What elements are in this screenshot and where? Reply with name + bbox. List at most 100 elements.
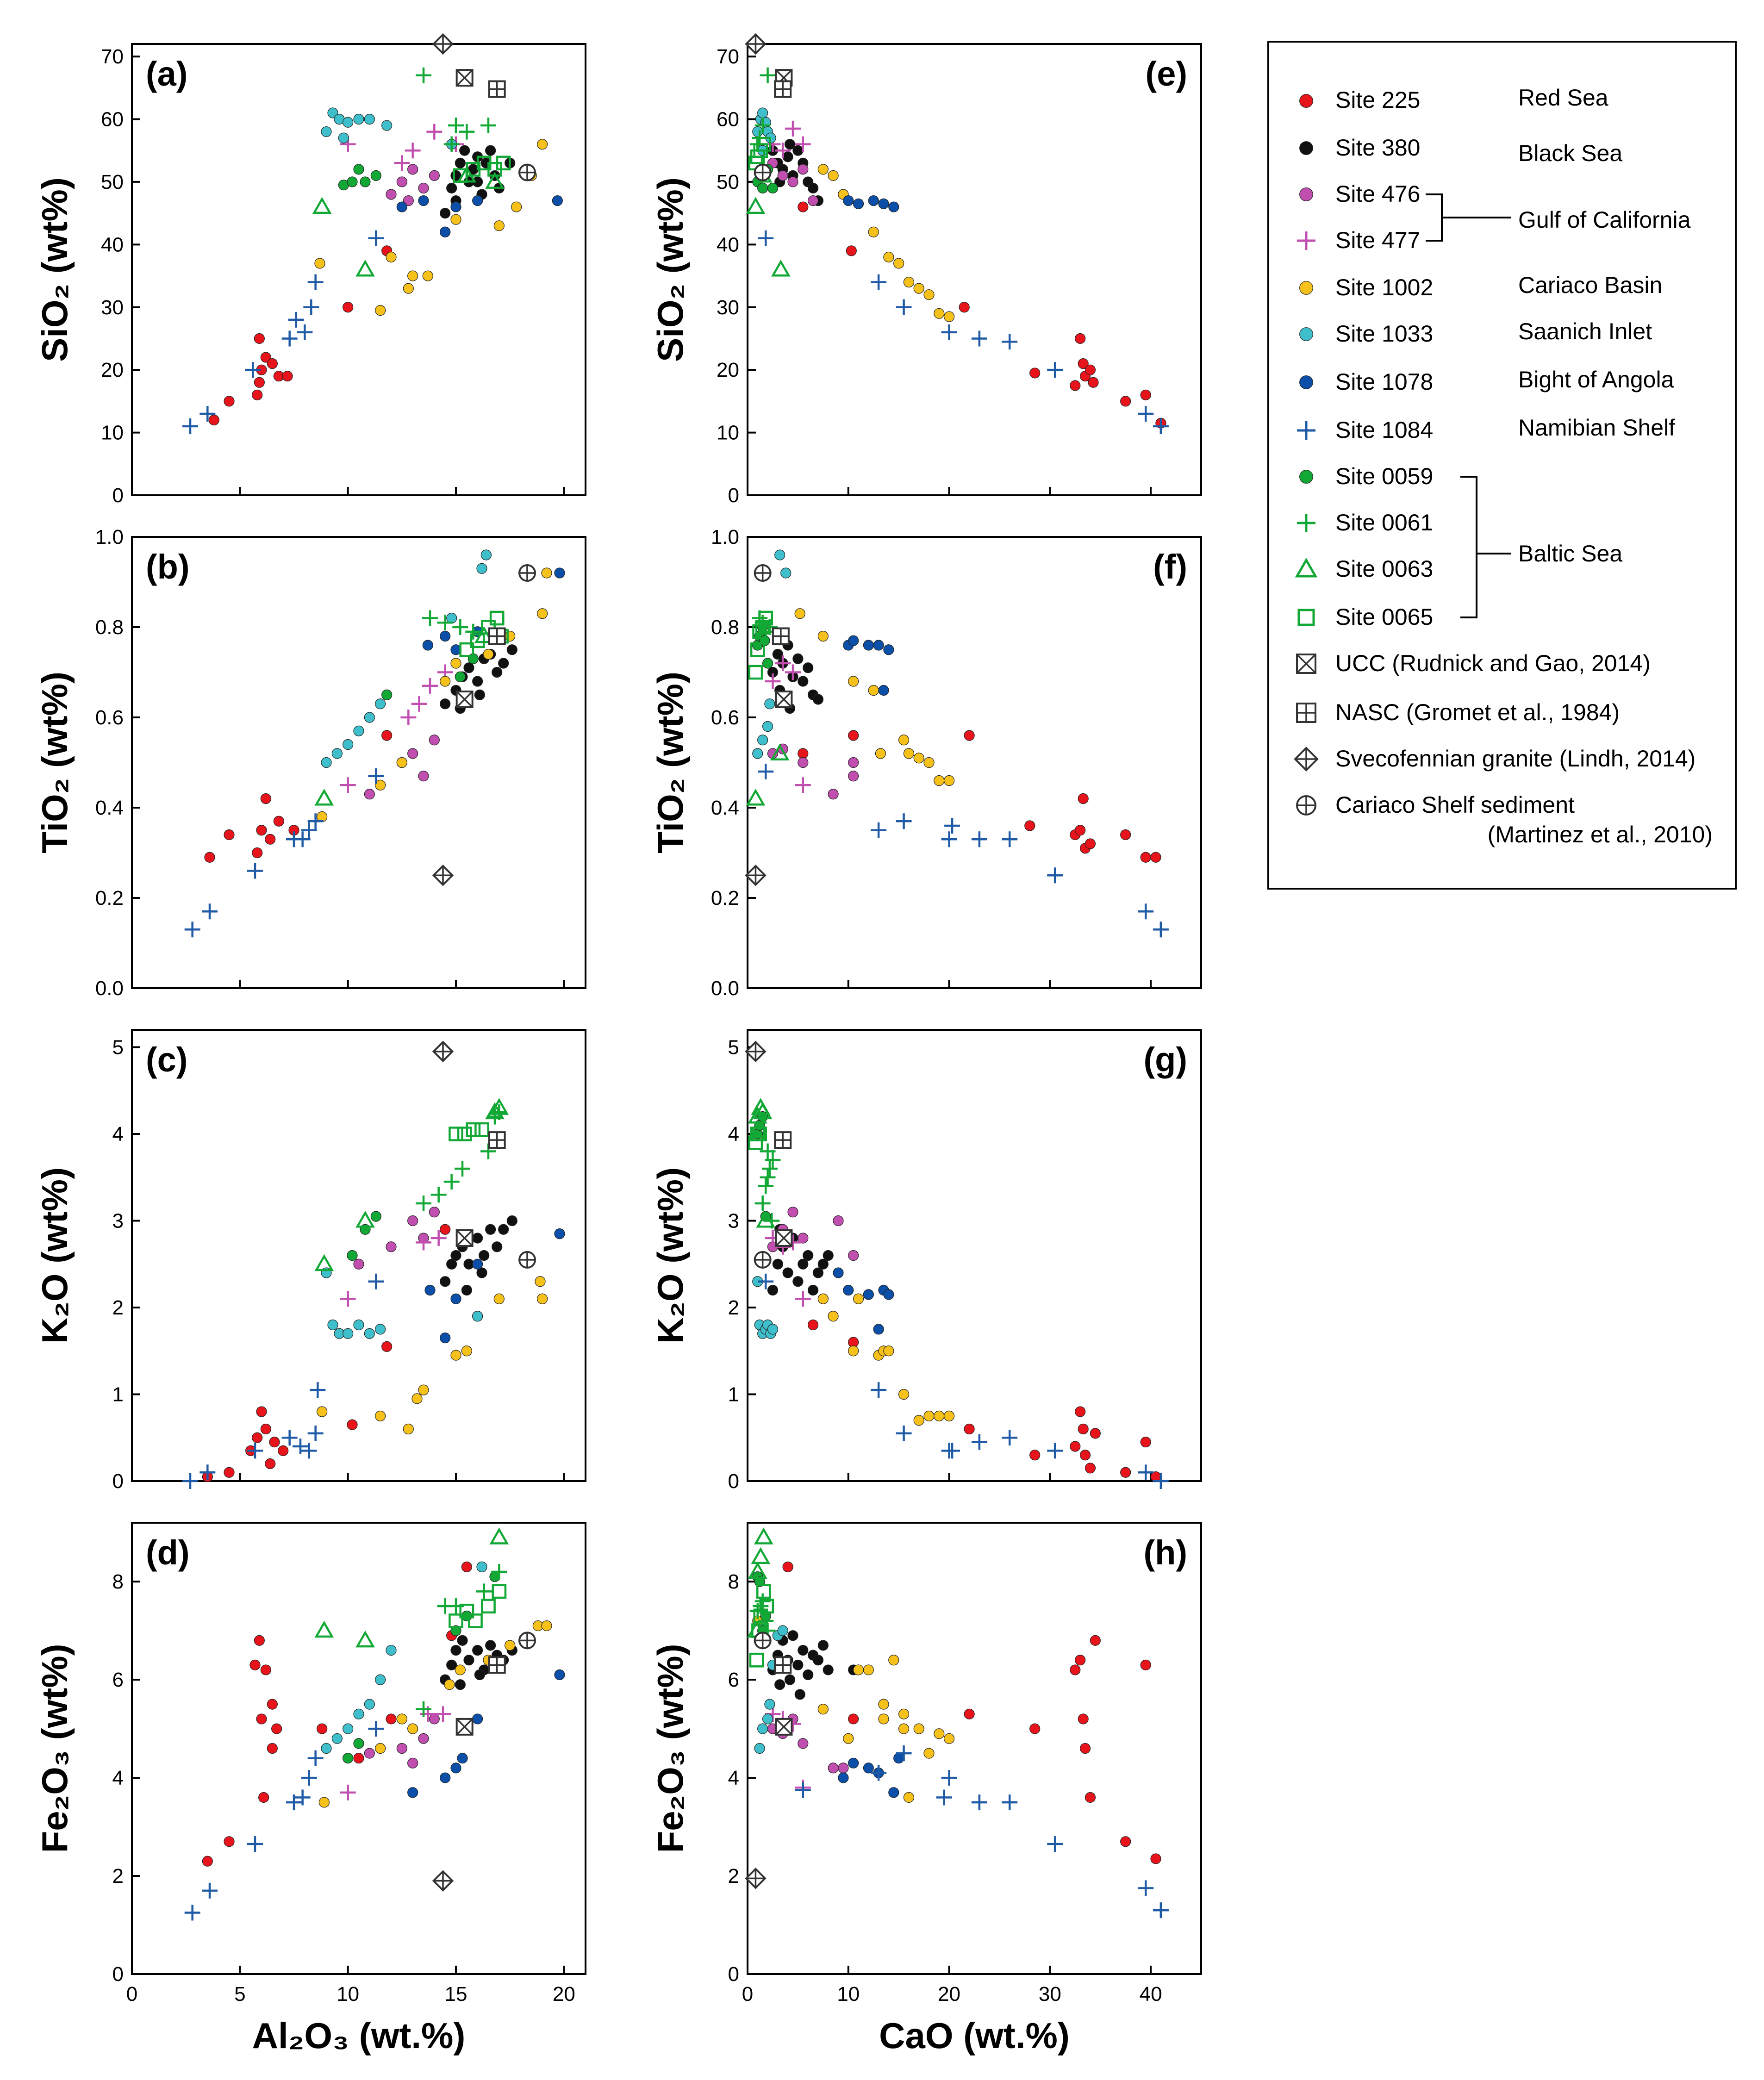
point-s1002 <box>450 1350 461 1361</box>
point-s0065 <box>459 1603 474 1619</box>
point-s1078 <box>848 635 859 646</box>
legend-label-s1002: Site 1002 <box>1335 274 1433 300</box>
point-s1078 <box>843 195 854 206</box>
point-s380 <box>492 666 503 678</box>
point-nasc <box>488 1131 506 1149</box>
point-s1002 <box>923 289 935 300</box>
point-s225 <box>1070 1441 1081 1452</box>
point-s1002 <box>898 1723 910 1734</box>
point-s0059 <box>360 176 371 187</box>
point-s225 <box>381 1341 393 1352</box>
point-s225 <box>254 377 265 388</box>
point-s477 <box>765 673 781 689</box>
point-s0065 <box>752 1127 767 1141</box>
point-s225 <box>1140 1437 1151 1448</box>
point-s225 <box>278 1445 289 1456</box>
point-s225 <box>381 730 393 741</box>
point-s380 <box>492 1241 503 1252</box>
point-s380 <box>812 694 824 705</box>
point-s1002 <box>455 1664 466 1675</box>
point-s1084 <box>896 1745 912 1762</box>
point-s380 <box>792 1276 804 1287</box>
point-s1084 <box>286 1794 302 1811</box>
point-s1078 <box>838 1772 849 1783</box>
point-s1084 <box>368 230 384 246</box>
legend-marker-s0061 <box>1297 514 1315 532</box>
point-s1033 <box>343 1723 354 1734</box>
point-s1033 <box>762 721 773 732</box>
point-s1084 <box>1138 1464 1154 1481</box>
point-s1002 <box>883 251 894 263</box>
legend-label-s0063: Site 0063 <box>1335 556 1433 582</box>
point-s225 <box>252 847 263 859</box>
legend-marker-s1084 <box>1297 421 1315 440</box>
point-s225 <box>782 1561 793 1572</box>
point-s1033 <box>476 1561 487 1572</box>
point-s380 <box>803 1669 814 1681</box>
panel-f: 0.0 0.2 0.4 0.6 0.8 1.0 TiO₂ (wt%) (f) <box>650 526 1202 1000</box>
point-s380 <box>817 1258 829 1270</box>
point-s225 <box>267 358 278 369</box>
point-nasc <box>488 80 506 98</box>
point-s477 <box>785 664 801 680</box>
point-s1002 <box>934 1728 945 1739</box>
point-s1002 <box>511 201 522 212</box>
point-s1033 <box>764 1699 775 1710</box>
point-s225 <box>256 1713 267 1725</box>
y-tick-label-a: 0 <box>112 484 124 507</box>
point-s0065 <box>749 1652 764 1668</box>
point-s0065 <box>468 1613 483 1628</box>
point-s476 <box>833 1215 844 1227</box>
point-s0061 <box>760 67 776 83</box>
point-s476 <box>828 1762 839 1774</box>
panel-a: 0 10 20 30 40 50 60 70 SiO₂ (wt%) (a) <box>34 33 586 507</box>
point-s380 <box>457 1635 468 1646</box>
point-s1033 <box>375 1324 386 1335</box>
legend-label-s0059: Site 0059 <box>1335 463 1433 489</box>
point-s0059 <box>343 1753 354 1764</box>
point-s1084 <box>199 1464 216 1481</box>
point-s1084 <box>297 324 313 340</box>
legend-label-s477: Site 477 <box>1335 227 1420 253</box>
legend-region-black-sea: Black Sea <box>1518 140 1622 166</box>
y-tick-label-d: 0 <box>112 1963 124 1986</box>
point-s380 <box>798 1644 809 1656</box>
point-s1078 <box>450 201 461 212</box>
panel-label-f: (f) <box>1153 548 1187 586</box>
point-cariaco <box>754 1251 772 1269</box>
y-tick-label-f: 0.6 <box>711 706 739 729</box>
point-s1084 <box>1138 1880 1154 1896</box>
point-s1084 <box>758 230 774 246</box>
point-s1084 <box>307 1425 324 1441</box>
point-s1002 <box>893 258 904 269</box>
legend-label-s380: Site 380 <box>1335 135 1420 161</box>
point-s1033 <box>752 748 763 759</box>
point-s0059 <box>455 671 466 682</box>
y-tick-label-a: 30 <box>101 296 124 319</box>
point-s1084 <box>368 1721 384 1737</box>
point-s225 <box>252 1432 263 1443</box>
point-s380 <box>782 151 793 162</box>
point-s1084 <box>795 1782 811 1798</box>
point-s380 <box>817 1640 829 1651</box>
point-s1033 <box>774 549 785 560</box>
point-s1002 <box>505 630 516 642</box>
point-s1002 <box>396 1713 407 1725</box>
point-s476 <box>418 182 429 194</box>
point-s1002 <box>817 1704 829 1715</box>
point-s0061 <box>754 1593 771 1609</box>
x-tick-label-h: 20 <box>938 1983 960 2005</box>
point-s1084 <box>1138 903 1154 920</box>
y-tick-label-d: 2 <box>112 1865 124 1887</box>
point-svec <box>745 33 767 55</box>
point-s1002 <box>817 630 829 642</box>
point-s0065 <box>756 137 771 152</box>
point-s1084 <box>310 1382 326 1398</box>
point-s1002 <box>903 1792 915 1803</box>
point-s1002 <box>314 258 325 269</box>
point-s225 <box>256 1406 267 1417</box>
y-tick-label-c: 2 <box>112 1296 124 1319</box>
point-s1084 <box>301 1443 317 1459</box>
point-s380 <box>446 182 457 194</box>
point-s1033 <box>327 1319 338 1331</box>
